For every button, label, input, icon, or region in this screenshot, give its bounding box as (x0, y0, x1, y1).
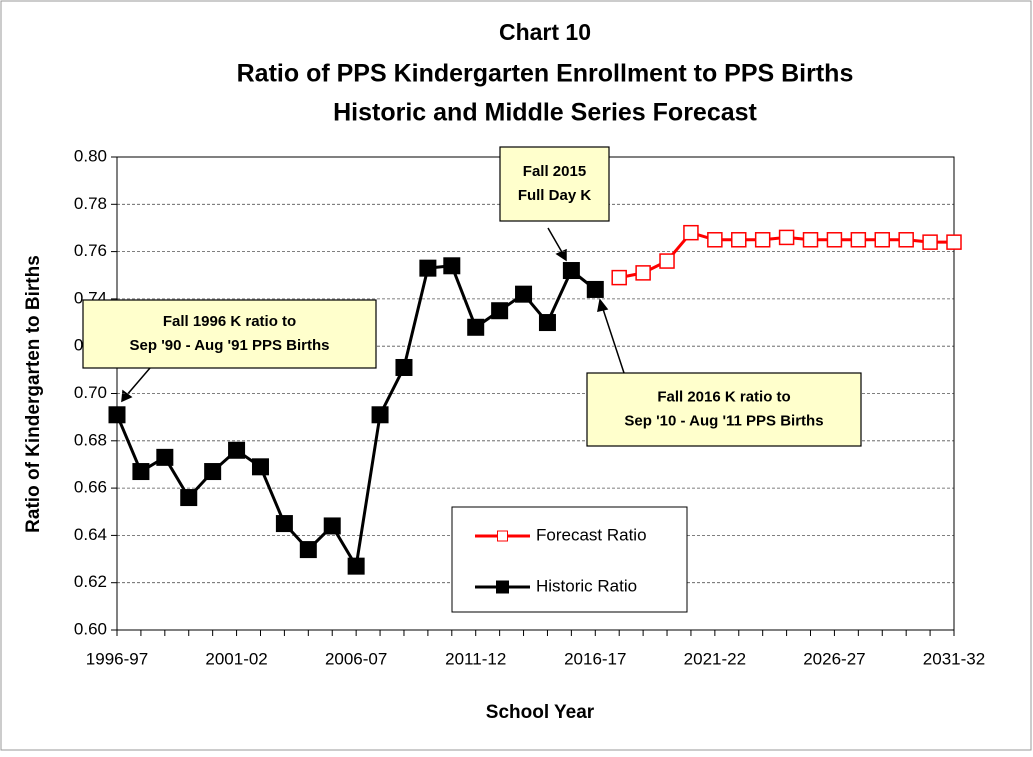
x-tick-label: 2026-27 (803, 649, 865, 668)
point (299, 541, 317, 559)
y-tick-label: 0.62 (74, 572, 107, 591)
chart-subtitle: Ratio of PPS Kindergarten Enrollment to … (237, 60, 854, 88)
y-tick-label: 0.78 (74, 194, 107, 213)
annotation-box (586, 372, 862, 447)
legend-label: Forecast Ratio (536, 525, 647, 544)
x-tick-label: 1996-97 (86, 649, 148, 668)
annotation-text: Fall 2016 K ratio to (657, 388, 790, 405)
point (228, 441, 246, 459)
x-axis-label: School Year (486, 702, 595, 723)
y-tick-label: 0.64 (74, 525, 107, 544)
point (323, 517, 341, 535)
legend (451, 506, 688, 613)
x-tick-label: 2001-02 (205, 649, 267, 668)
x-tick-label: 2011-12 (445, 649, 506, 668)
point (874, 232, 891, 248)
chart-subtitle: Historic and Middle Series Forecast (333, 99, 757, 127)
annotation-text: Full Day K (518, 187, 592, 204)
point (586, 280, 604, 298)
annotation-text: Sep '90 - Aug '91 PPS Births (130, 337, 330, 354)
legend-label: Historic Ratio (536, 576, 637, 595)
point (731, 232, 747, 248)
x-tick-label: 2016-17 (564, 649, 626, 668)
point (347, 557, 365, 575)
point (156, 448, 174, 466)
annotation-text: Sep '10 - Aug '11 PPS Births (624, 412, 823, 429)
point (898, 232, 914, 248)
point (754, 232, 771, 248)
point (204, 463, 222, 481)
y-tick-label: 0.60 (74, 619, 107, 638)
point (467, 318, 485, 336)
point (371, 406, 389, 424)
point (946, 234, 962, 250)
point (515, 285, 533, 303)
annotation-text: Fall 1996 K ratio to (163, 313, 296, 330)
annotation-box (499, 146, 610, 222)
y-axis-label: Ratio of Kindergarten to Births (23, 255, 44, 533)
annotation-box (82, 299, 377, 369)
point (778, 229, 795, 246)
point (659, 253, 675, 269)
x-tick-label: 2031-32 (923, 649, 985, 668)
point (395, 358, 413, 376)
point (802, 232, 819, 248)
point (635, 265, 651, 281)
point (611, 269, 627, 286)
point (850, 232, 867, 248)
point (419, 259, 437, 277)
point (251, 458, 269, 476)
point (922, 234, 938, 250)
y-tick-label: 0.76 (74, 241, 107, 260)
y-tick-label: 0.68 (74, 430, 107, 449)
point (108, 406, 126, 424)
point (180, 489, 198, 507)
point (707, 232, 723, 248)
y-tick-label: 0.70 (74, 383, 107, 402)
point (562, 262, 580, 280)
x-tick-label: 2006-07 (325, 649, 387, 668)
annotation-text: Fall 2015 (523, 163, 586, 180)
x-tick-label: 2021-22 (684, 649, 746, 668)
y-tick-label: 0.66 (74, 478, 107, 497)
point (826, 232, 843, 248)
point (443, 257, 461, 275)
point (132, 463, 150, 481)
y-tick-label: 0.80 (74, 146, 107, 165)
point (491, 302, 509, 320)
point (275, 515, 293, 533)
point (683, 224, 699, 241)
legend-marker (497, 530, 508, 542)
legend-marker (496, 580, 509, 594)
point (538, 314, 556, 332)
chart-title: Chart 10 (499, 19, 591, 45)
arrows (121, 227, 626, 403)
